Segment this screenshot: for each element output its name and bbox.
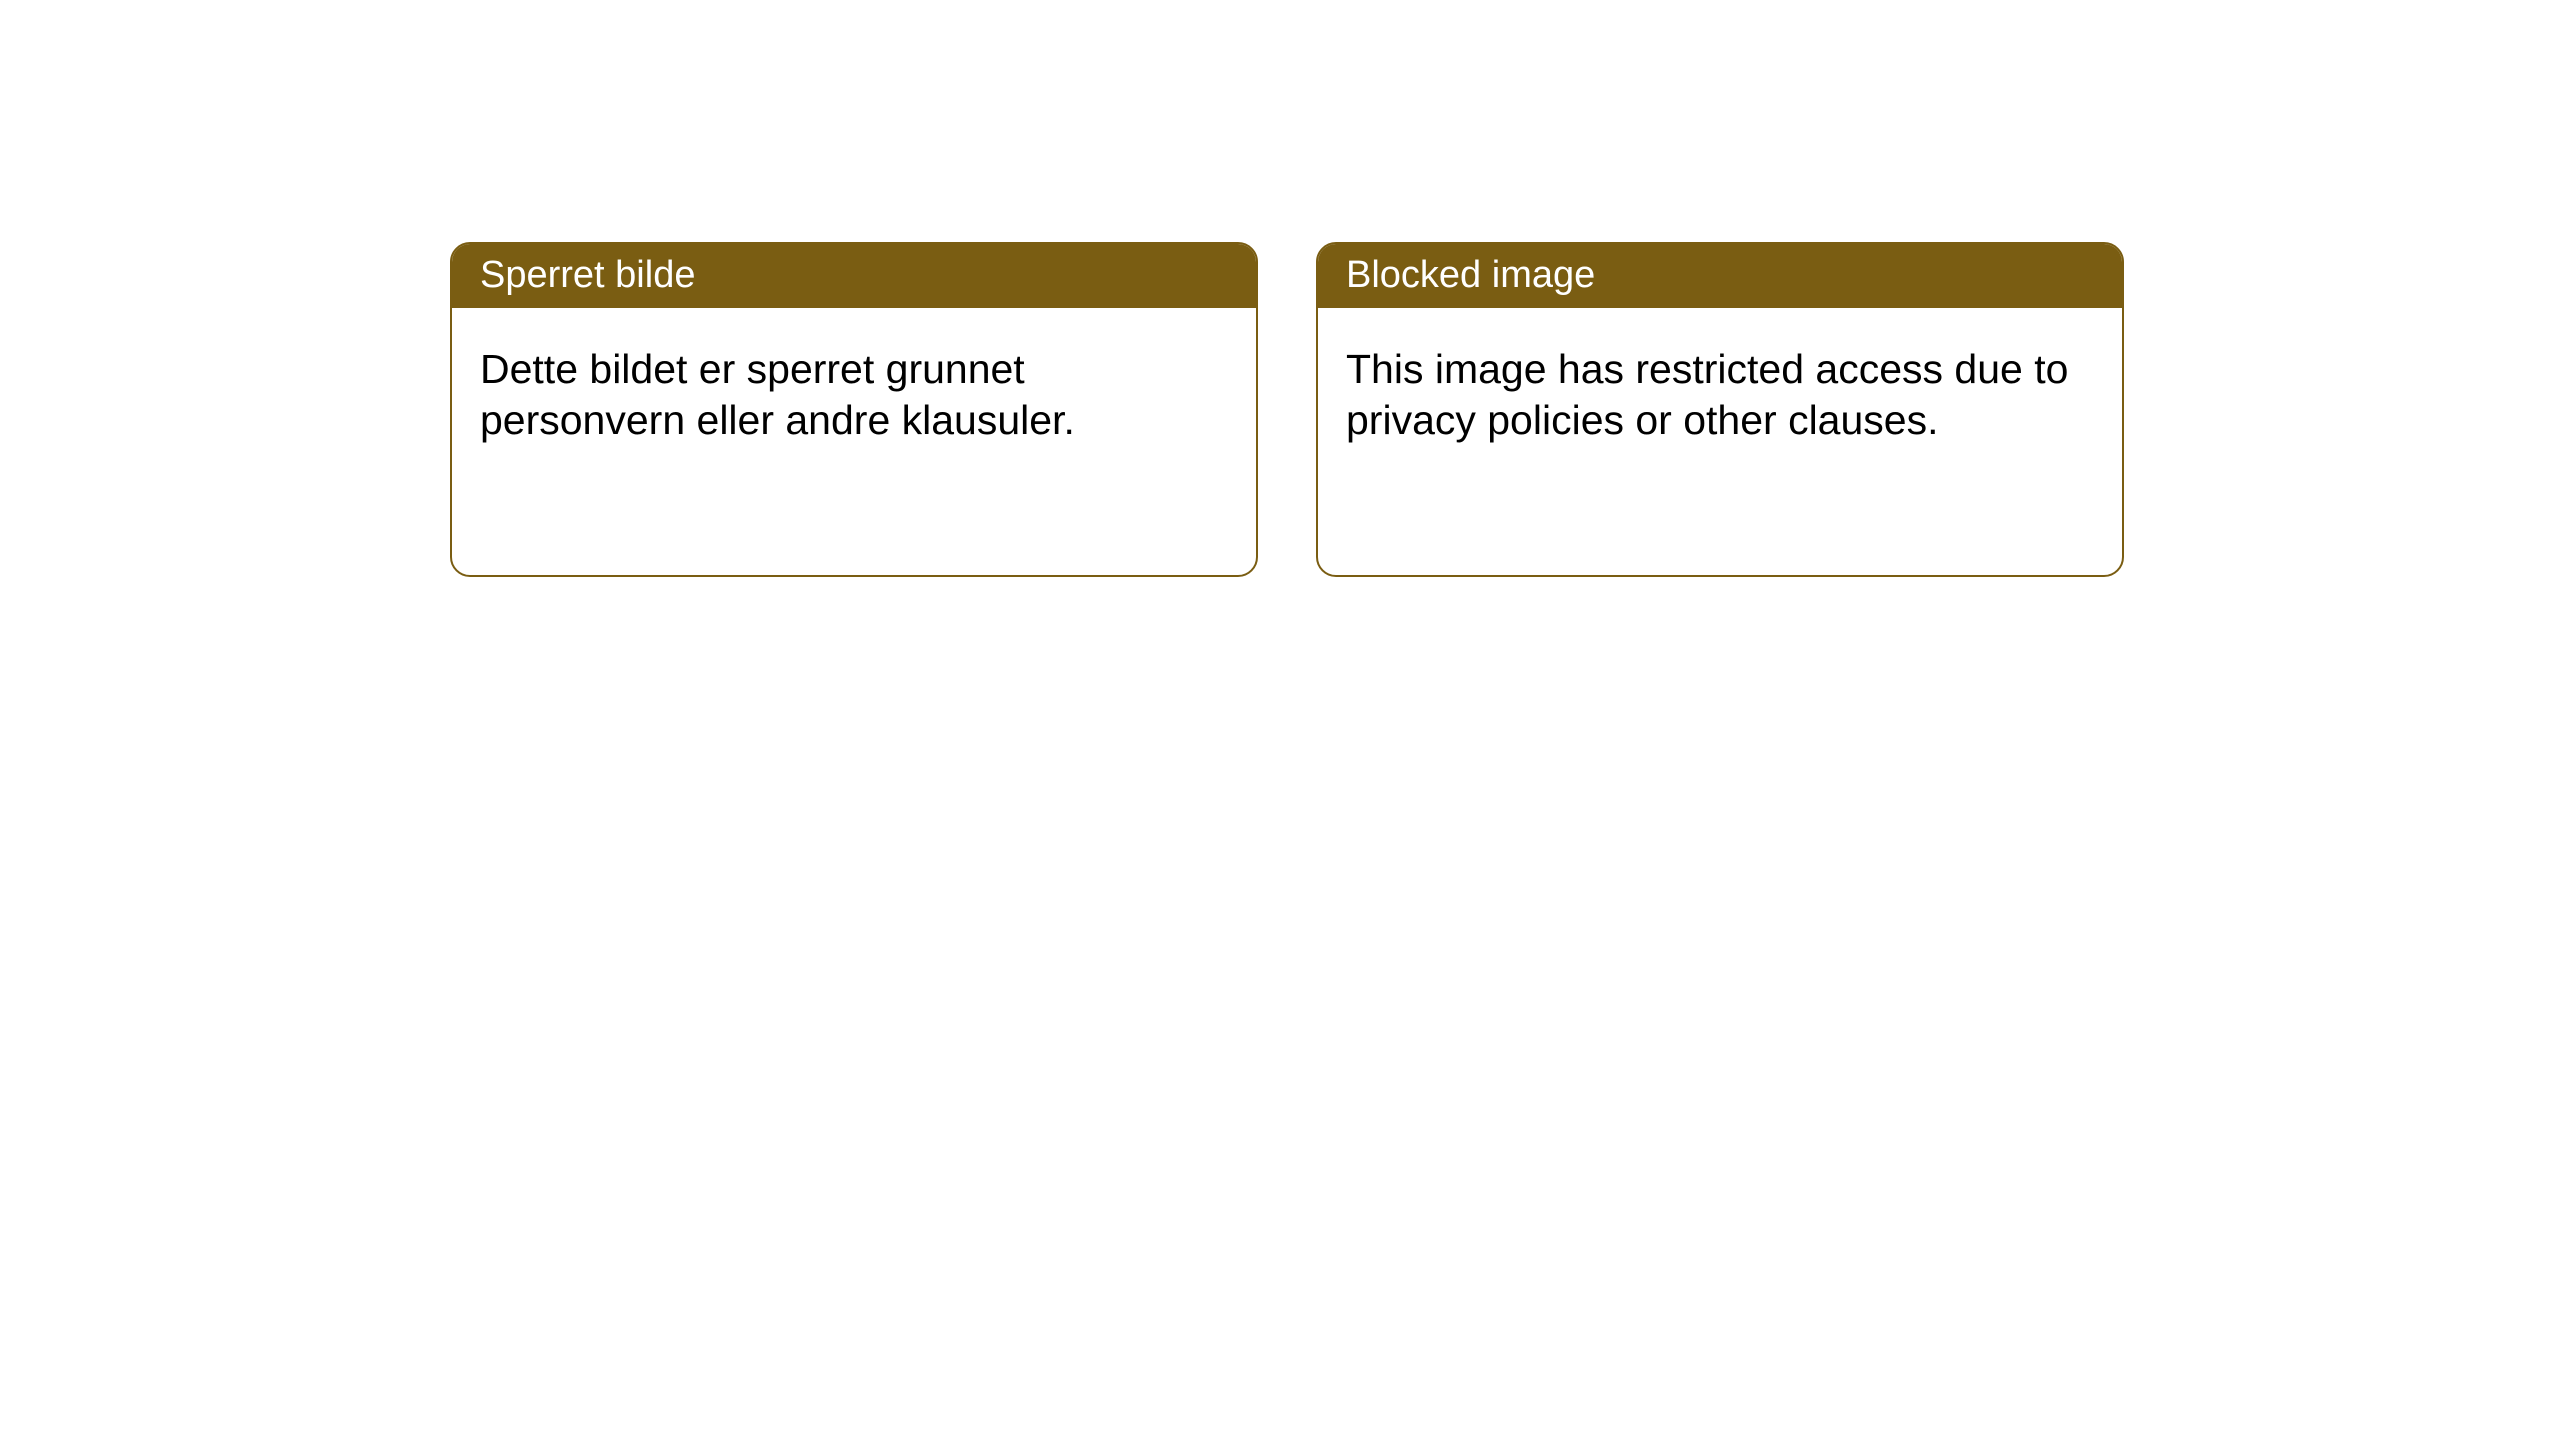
card-body: This image has restricted access due to …	[1318, 308, 2122, 483]
cards-container: Sperret bilde Dette bildet er sperret gr…	[450, 242, 2124, 577]
card-header: Blocked image	[1318, 244, 2122, 308]
card-body: Dette bildet er sperret grunnet personve…	[452, 308, 1256, 483]
blocked-image-card-en: Blocked image This image has restricted …	[1316, 242, 2124, 577]
card-header: Sperret bilde	[452, 244, 1256, 308]
blocked-image-card-no: Sperret bilde Dette bildet er sperret gr…	[450, 242, 1258, 577]
